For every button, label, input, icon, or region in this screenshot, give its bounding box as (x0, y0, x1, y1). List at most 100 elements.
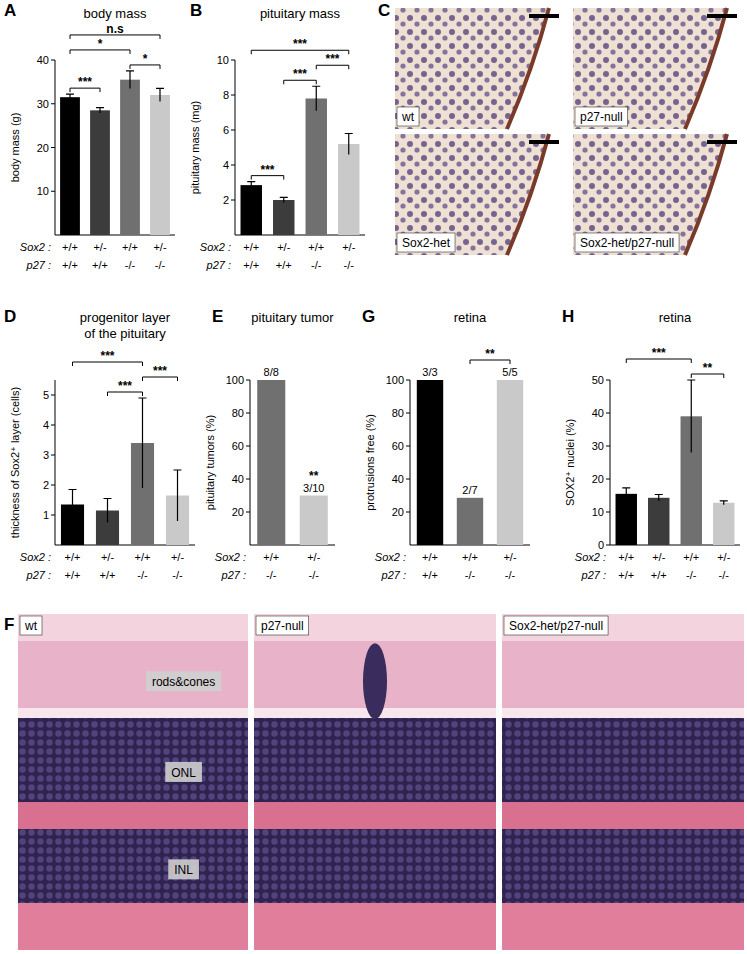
x-tick-label: +/- (307, 551, 320, 563)
label-box (397, 233, 455, 252)
scale-bar (707, 140, 737, 144)
chart-subtitle: of the pituitary (84, 326, 166, 341)
onl-nuclei (18, 718, 248, 802)
y-tick-label: 3 (43, 449, 49, 461)
x-tick-label: +/+ (276, 259, 292, 271)
value-label: 2/7 (462, 484, 477, 496)
label-box (575, 233, 679, 252)
retina-section (18, 614, 248, 950)
x-tick-label: +/- (717, 551, 730, 563)
y-tick-label: 2 (43, 479, 49, 491)
micrograph: p27-null (573, 8, 745, 129)
marks (257, 380, 328, 545)
y-tick-label: 50 (592, 374, 604, 386)
y-axis-label: protrusions free (%) (364, 414, 376, 511)
onl-nuclei (254, 718, 496, 802)
marks (61, 398, 189, 545)
x-tick-label: +/- (342, 241, 355, 253)
bar (90, 110, 110, 235)
y-tick-label: 60 (232, 440, 244, 452)
chart-title: body mass (84, 6, 147, 21)
y-tick (231, 95, 235, 96)
tissue-edge (685, 134, 745, 255)
progenitor-layer (685, 8, 727, 129)
micrograph: Sox2-het (395, 134, 567, 255)
y-tick-label: 100 (386, 374, 404, 386)
y-tick-label: 100 (226, 374, 244, 386)
y-tick (606, 446, 610, 447)
x-tick-label: +/+ (135, 551, 151, 563)
figure: Abody mass10203040body mass (g)*****n.sS… (0, 0, 747, 954)
x-tick-label: +/- (93, 241, 106, 253)
y-axis-label: SOX2⁺ nuclei (%) (564, 419, 576, 506)
y-axis (610, 380, 611, 545)
error-bar (247, 182, 255, 189)
chart-panel: Gretina20406080100protrusions free (%)3/… (362, 307, 530, 581)
image-label: Sox2-het (402, 236, 451, 250)
row-name: p27 : (26, 259, 51, 271)
y-tick (231, 200, 235, 201)
tissue-edge (507, 8, 567, 129)
x-tick-label: +/- (171, 551, 184, 563)
value-label: 8/8 (264, 366, 279, 378)
panel-label: H (562, 307, 574, 326)
row-name: Sox2 : (20, 551, 51, 563)
chart-panel: Bpituitary mass246810pituitary mass (mg)… (189, 1, 365, 271)
bar (120, 80, 140, 235)
panel-label: E (212, 307, 223, 326)
row-name: Sox2 : (575, 551, 606, 563)
significance: * (143, 52, 148, 66)
chart-panel: Abody mass10203040body mass (g)*****n.sS… (4, 1, 175, 271)
y-tick-label: 40 (392, 473, 404, 485)
x-tick-label: +/+ (243, 259, 259, 271)
y-tick-label: 0 (598, 539, 604, 551)
micrograph: wt (395, 8, 567, 129)
error-bar (655, 495, 663, 502)
y-tick (51, 395, 55, 396)
y-tick-label: 10 (37, 185, 49, 197)
significance: * (98, 37, 103, 51)
x-tick-label: +/+ (65, 569, 81, 581)
x-tick-label: +/- (277, 241, 290, 253)
label-box (256, 616, 309, 635)
image-label: p27-null (261, 619, 304, 633)
inl-nuclei (18, 829, 248, 903)
bar (300, 496, 328, 546)
micrograph: wtrods&conesONLINL (18, 614, 248, 950)
significance: *** (153, 364, 167, 378)
y-axis (250, 380, 251, 545)
y-axis (235, 60, 236, 235)
image-panel: Fwtrods&conesONLINLp27-nullSox2-het/p27-… (4, 614, 744, 950)
y-tick-label: 80 (232, 407, 244, 419)
x-tick-label: -/- (172, 569, 183, 581)
y-tick-label: 40 (37, 54, 49, 66)
y-tick (246, 446, 250, 447)
y-tick (246, 512, 250, 513)
progenitor-layer (685, 134, 727, 255)
region-box (146, 671, 221, 691)
y-axis-label: pituitary mass (mg) (189, 101, 201, 195)
marks (241, 86, 360, 235)
tissue (573, 134, 745, 255)
chart-title: pituitary tumor (251, 310, 334, 325)
error-bar (66, 94, 74, 100)
x-tick-label: +/- (153, 241, 166, 253)
retina-section (254, 614, 496, 950)
tissue (395, 134, 567, 255)
micrograph: Sox2-het/p27-null (573, 134, 745, 255)
label-box (575, 107, 628, 126)
significance: *** (260, 163, 274, 177)
x-tick-label: -/- (465, 569, 476, 581)
x-tick-label: +/- (101, 551, 114, 563)
label-box (504, 616, 608, 635)
row-name: p27 : (221, 569, 246, 581)
chart-title: pituitary mass (260, 6, 341, 21)
region-box (168, 859, 199, 879)
tissue-edge (685, 8, 745, 129)
x-tick-label: +/+ (62, 259, 78, 271)
significance: *** (293, 37, 307, 51)
significance: n.s (106, 22, 124, 36)
panel-label: G (362, 307, 375, 326)
y-tick-label: 4 (43, 419, 49, 431)
bar (150, 95, 170, 235)
